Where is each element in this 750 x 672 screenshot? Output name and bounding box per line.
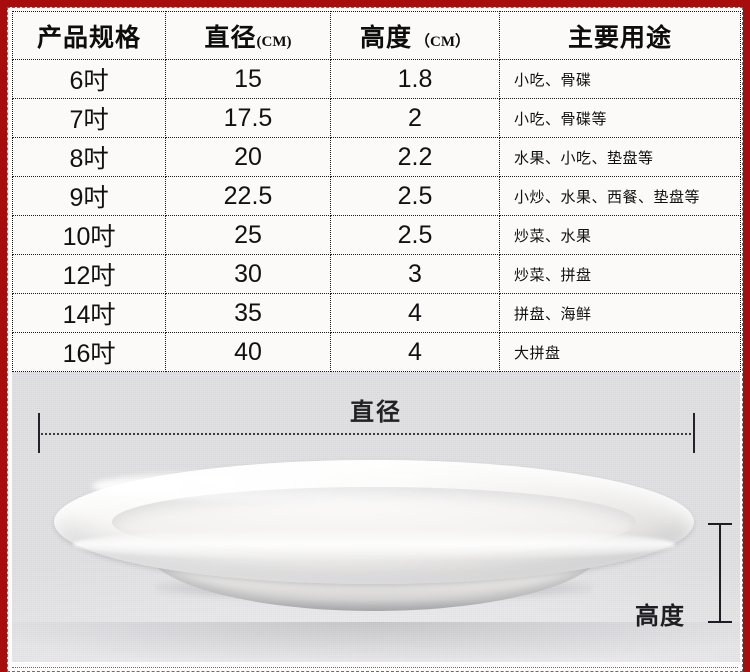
cell-diameter: 17.5	[165, 98, 331, 138]
cell-diameter: 25	[165, 215, 331, 255]
plate-rim-highlight	[73, 528, 675, 561]
table-row: 10吋 25 2.5 炒菜、水果	[12, 215, 741, 255]
cell-diameter: 22.5	[165, 176, 331, 216]
column-header-main-uses: 主要用途	[499, 11, 741, 60]
ceramic-plate-photo	[54, 460, 694, 611]
column-header-diameter-label: 直径	[204, 24, 257, 52]
table-row: 9吋 22.5 2.5 小炒、水果、西餐、垫盘等	[12, 176, 741, 216]
height-dimension-tick-bottom	[708, 621, 732, 623]
column-header-product-spec-label: 产品规格	[36, 24, 141, 52]
cell-uses: 小炒、水果、西餐、垫盘等	[499, 176, 741, 216]
column-header-main-uses-label: 主要用途	[567, 24, 672, 52]
cell-height: 2.5	[330, 215, 500, 255]
table-row: 8吋 20 2.2 水果、小吃、垫盘等	[12, 137, 741, 177]
cell-size: 12吋	[12, 254, 166, 294]
cell-size: 6吋	[12, 59, 166, 99]
cell-diameter: 35	[165, 293, 331, 333]
table-row: 12吋 30 3 炒菜、拼盘	[12, 254, 741, 294]
cell-size: 9吋	[12, 176, 166, 216]
cell-height: 1.8	[330, 59, 500, 99]
page-inner-frame: 产品规格 直径(CM) 高度 （CM） 主要用途 6吋 15	[7, 7, 743, 672]
cell-uses: 水果、小吃、垫盘等	[499, 137, 741, 177]
table-row: 14吋 35 4 拼盘、海鲜	[12, 293, 741, 333]
cell-size: 16吋	[12, 332, 166, 372]
cell-size: 10吋	[12, 215, 166, 255]
cell-height: 2.2	[330, 137, 500, 177]
table-row: 16吋 40 4 大拼盘	[12, 332, 741, 372]
cell-size: 7吋	[12, 98, 166, 138]
cell-diameter: 15	[165, 59, 331, 99]
column-header-height-unit: （CM）	[415, 33, 470, 50]
cell-uses: 炒菜、拼盘	[499, 254, 741, 294]
table-body: 6吋 15 1.8 小吃、骨碟 7吋 17.5 2 小吃、骨碟等 8吋 20 2…	[12, 59, 741, 372]
height-annotation-label: 高度	[635, 603, 685, 630]
specification-table: 产品规格 直径(CM) 高度 （CM） 主要用途 6吋 15	[12, 11, 741, 372]
diameter-dimension-tick-right	[693, 413, 695, 453]
cell-size: 8吋	[12, 137, 166, 177]
table-header: 产品规格 直径(CM) 高度 （CM） 主要用途	[12, 11, 741, 60]
column-header-height: 高度 （CM）	[330, 11, 500, 60]
height-dimension-tick-top	[708, 523, 732, 525]
height-dimension-line	[719, 523, 721, 623]
table-row: 7吋 17.5 2 小吃、骨碟等	[12, 98, 741, 138]
diameter-dimension-tick-left	[38, 413, 40, 453]
column-header-product-spec: 产品规格	[12, 11, 166, 60]
column-header-height-label: 高度	[359, 24, 412, 52]
cell-diameter: 20	[165, 137, 331, 177]
cell-height: 2.5	[330, 176, 500, 216]
cell-size: 14吋	[12, 293, 166, 333]
diameter-dimension-line	[38, 433, 695, 435]
cell-uses: 小吃、骨碟等	[499, 98, 741, 138]
plate-gloss-highlight	[92, 471, 438, 502]
cell-height: 2	[330, 98, 500, 138]
cell-diameter: 30	[165, 254, 331, 294]
cell-height: 3	[330, 254, 500, 294]
cell-uses: 大拼盘	[499, 332, 741, 372]
table-row: 6吋 15 1.8 小吃、骨碟	[12, 59, 741, 99]
cell-uses: 拼盘、海鲜	[499, 293, 741, 333]
cell-diameter: 40	[165, 332, 331, 372]
cell-height: 4	[330, 293, 500, 333]
cell-uses: 小吃、骨碟	[499, 59, 741, 99]
bottom-divider	[12, 667, 738, 668]
column-header-diameter-unit: (CM)	[256, 33, 292, 50]
photo-floor-shadow	[12, 622, 740, 662]
diameter-annotation-label: 直径	[350, 399, 402, 426]
cell-uses: 炒菜、水果	[499, 215, 741, 255]
table-header-row: 产品规格 直径(CM) 高度 （CM） 主要用途	[12, 11, 741, 60]
column-header-diameter: 直径(CM)	[165, 11, 331, 60]
plate-body	[54, 460, 694, 585]
product-photo-panel: 直径 高度	[12, 372, 740, 662]
cell-height: 4	[330, 332, 500, 372]
